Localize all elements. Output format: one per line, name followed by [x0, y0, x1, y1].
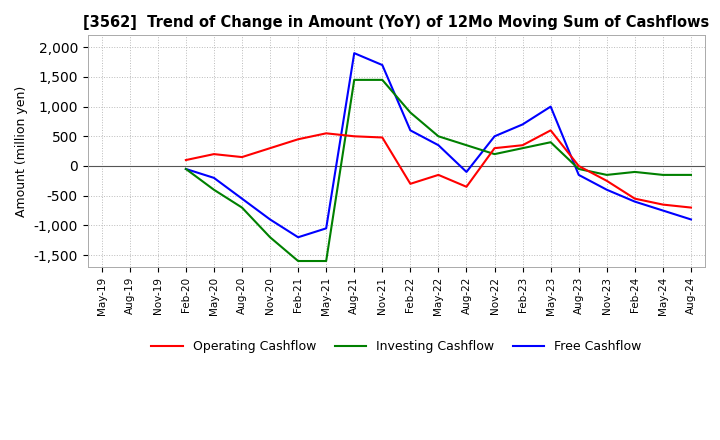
Investing Cashflow	[210, 187, 218, 192]
Investing Cashflow	[490, 151, 499, 157]
Investing Cashflow	[687, 172, 696, 177]
Operating Cashflow	[210, 151, 218, 157]
Investing Cashflow	[322, 258, 330, 264]
Y-axis label: Amount (million yen): Amount (million yen)	[15, 85, 28, 217]
Operating Cashflow	[462, 184, 471, 189]
Investing Cashflow	[518, 146, 527, 151]
Line: Operating Cashflow: Operating Cashflow	[186, 130, 691, 208]
Investing Cashflow	[406, 110, 415, 115]
Operating Cashflow	[238, 154, 246, 160]
Investing Cashflow	[603, 172, 611, 177]
Free Cashflow	[490, 134, 499, 139]
Investing Cashflow	[546, 139, 555, 145]
Investing Cashflow	[575, 166, 583, 172]
Operating Cashflow	[687, 205, 696, 210]
Free Cashflow	[603, 187, 611, 192]
Operating Cashflow	[378, 135, 387, 140]
Free Cashflow	[238, 196, 246, 201]
Operating Cashflow	[181, 158, 190, 163]
Investing Cashflow	[378, 77, 387, 83]
Title: [3562]  Trend of Change in Amount (YoY) of 12Mo Moving Sum of Cashflows: [3562] Trend of Change in Amount (YoY) o…	[84, 15, 709, 30]
Free Cashflow	[210, 175, 218, 180]
Investing Cashflow	[350, 77, 359, 83]
Investing Cashflow	[238, 205, 246, 210]
Investing Cashflow	[659, 172, 667, 177]
Operating Cashflow	[518, 143, 527, 148]
Line: Investing Cashflow: Investing Cashflow	[186, 80, 691, 261]
Investing Cashflow	[631, 169, 639, 175]
Operating Cashflow	[575, 163, 583, 169]
Operating Cashflow	[294, 137, 302, 142]
Free Cashflow	[575, 172, 583, 177]
Free Cashflow	[322, 226, 330, 231]
Free Cashflow	[434, 143, 443, 148]
Free Cashflow	[266, 217, 274, 222]
Free Cashflow	[350, 51, 359, 56]
Operating Cashflow	[406, 181, 415, 187]
Investing Cashflow	[294, 258, 302, 264]
Free Cashflow	[406, 128, 415, 133]
Free Cashflow	[181, 166, 190, 172]
Investing Cashflow	[462, 143, 471, 148]
Free Cashflow	[631, 199, 639, 204]
Free Cashflow	[294, 235, 302, 240]
Free Cashflow	[518, 122, 527, 127]
Free Cashflow	[687, 217, 696, 222]
Investing Cashflow	[266, 235, 274, 240]
Operating Cashflow	[631, 196, 639, 201]
Operating Cashflow	[659, 202, 667, 207]
Operating Cashflow	[350, 134, 359, 139]
Operating Cashflow	[434, 172, 443, 177]
Investing Cashflow	[181, 166, 190, 172]
Operating Cashflow	[322, 131, 330, 136]
Investing Cashflow	[434, 134, 443, 139]
Operating Cashflow	[266, 146, 274, 151]
Legend: Operating Cashflow, Investing Cashflow, Free Cashflow: Operating Cashflow, Investing Cashflow, …	[146, 335, 647, 358]
Operating Cashflow	[490, 146, 499, 151]
Operating Cashflow	[546, 128, 555, 133]
Free Cashflow	[462, 169, 471, 175]
Free Cashflow	[546, 104, 555, 109]
Free Cashflow	[378, 62, 387, 68]
Operating Cashflow	[603, 178, 611, 183]
Free Cashflow	[659, 208, 667, 213]
Line: Free Cashflow: Free Cashflow	[186, 53, 691, 237]
